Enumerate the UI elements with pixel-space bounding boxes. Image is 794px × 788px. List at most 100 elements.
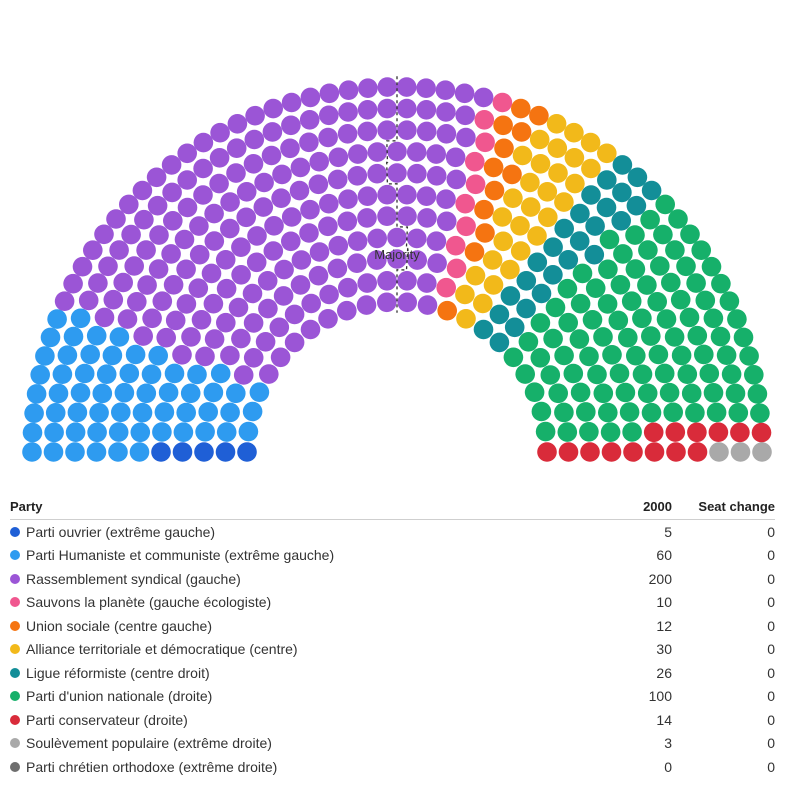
seat — [164, 363, 185, 384]
seat — [703, 383, 724, 403]
seat — [719, 291, 740, 312]
seat — [627, 167, 648, 188]
seat — [543, 265, 563, 285]
seat — [269, 317, 290, 338]
party-name: Parti chrétien orthodoxe (extrême droite… — [26, 758, 278, 775]
seat — [281, 92, 302, 113]
seat — [193, 158, 213, 179]
seat — [347, 231, 368, 251]
seat — [416, 121, 437, 142]
seat — [243, 348, 264, 368]
seat — [290, 157, 311, 178]
legend-row: Ligue réformiste (centre droit) 26 0 — [10, 661, 775, 685]
seat — [489, 332, 510, 353]
seat — [195, 422, 215, 442]
seat — [125, 344, 146, 365]
seat — [367, 228, 388, 249]
seat — [264, 216, 284, 236]
seat — [464, 242, 485, 262]
seat — [547, 138, 568, 158]
party-name: Alliance territoriale et démocratique (c… — [26, 641, 298, 658]
seat — [86, 442, 107, 462]
seat — [242, 283, 263, 304]
seat — [473, 319, 494, 340]
seat — [88, 273, 108, 293]
seat — [489, 304, 510, 325]
seat — [530, 313, 551, 333]
seat — [581, 158, 601, 179]
seat — [475, 223, 495, 243]
seat — [152, 291, 173, 312]
seat — [259, 364, 279, 384]
seat — [655, 194, 675, 215]
seat — [22, 442, 42, 462]
seat — [454, 83, 475, 104]
seat — [640, 209, 660, 230]
party-seats: 3 — [664, 735, 672, 752]
seat — [437, 300, 458, 321]
party-seats: 200 — [648, 570, 672, 587]
legend-row: Parti d'union nationale (droite) 100 0 — [10, 685, 775, 709]
seat — [504, 317, 525, 338]
seat — [151, 442, 171, 462]
seat — [602, 345, 622, 365]
seat — [515, 364, 535, 384]
seat — [650, 256, 670, 276]
seat — [598, 402, 618, 423]
party-name: Parti Humaniste et communiste (extrême g… — [26, 547, 335, 564]
seat — [377, 206, 397, 226]
seat — [744, 365, 764, 385]
seat — [465, 174, 486, 195]
seat — [177, 197, 198, 218]
seat — [427, 253, 447, 273]
seat — [455, 105, 476, 126]
seat — [236, 207, 256, 228]
seat — [180, 383, 201, 404]
seat — [554, 218, 574, 239]
seat — [609, 363, 630, 384]
seat — [94, 224, 114, 245]
seat — [80, 344, 100, 365]
seat — [119, 194, 139, 215]
seat — [255, 332, 276, 352]
seat — [114, 382, 135, 403]
seat — [318, 309, 338, 329]
seat — [446, 258, 467, 279]
seat — [502, 164, 522, 185]
seat — [456, 216, 476, 237]
seat — [220, 402, 240, 423]
party-name: Ligue réformiste (centre droit) — [26, 664, 210, 681]
seat — [417, 273, 437, 293]
seat — [154, 402, 175, 422]
seat — [54, 291, 75, 312]
seat — [483, 157, 504, 178]
seat — [263, 241, 284, 261]
seat — [263, 98, 284, 119]
seat — [625, 259, 646, 279]
seat — [367, 250, 387, 270]
seat — [147, 195, 168, 216]
seat — [564, 148, 585, 168]
seats-column-header: 2000 — [643, 498, 672, 514]
seat — [377, 271, 397, 291]
seat — [407, 163, 427, 184]
seat — [356, 295, 377, 315]
legend-swatch — [10, 573, 20, 584]
seat — [436, 277, 457, 298]
seat — [516, 271, 537, 291]
seat — [565, 173, 585, 194]
seat — [309, 242, 330, 262]
seat — [161, 244, 181, 264]
seat — [695, 290, 716, 311]
seat — [270, 347, 291, 368]
seat — [109, 240, 129, 260]
seat — [597, 170, 617, 190]
seat — [558, 442, 579, 462]
majority-label: Majority — [374, 247, 420, 262]
seat — [65, 442, 85, 462]
seat — [436, 102, 456, 122]
seat — [436, 211, 457, 232]
seat — [622, 422, 642, 442]
seat — [538, 207, 558, 228]
party-seats: 30 — [656, 641, 672, 658]
